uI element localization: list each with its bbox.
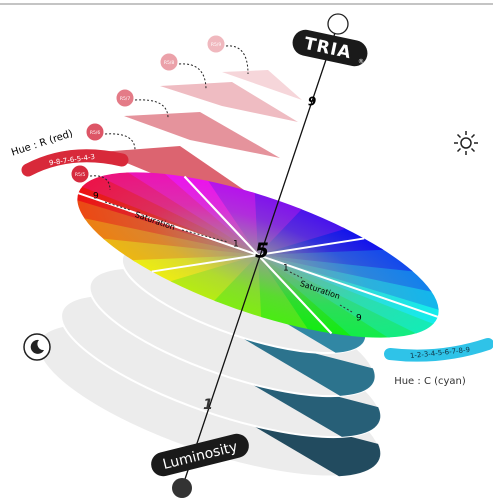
hue-cyan-band xyxy=(384,338,493,362)
swatch xyxy=(85,122,105,142)
brand-bg xyxy=(292,29,368,67)
swatch-label: R5/7 xyxy=(120,96,131,102)
brand-badge: TRIA ® xyxy=(292,29,368,67)
luminosity-bg xyxy=(151,433,249,477)
sun-icon xyxy=(454,131,478,155)
leader xyxy=(225,45,249,75)
axis-top: 9 xyxy=(308,95,316,109)
axis-bottom-dot xyxy=(172,478,192,498)
sat-right-start: 1 xyxy=(283,264,289,274)
wedge-gap xyxy=(183,175,333,335)
sun-rays xyxy=(454,131,478,155)
moon-shape xyxy=(30,339,44,354)
moon-icon xyxy=(23,333,51,361)
swatch-label: R5/6 xyxy=(90,130,101,136)
swatch xyxy=(70,164,90,184)
swatches: R5/9 R5/8 R5/7 R5/6 R5/5 xyxy=(70,34,249,191)
axis-top-dot xyxy=(327,13,349,35)
swatch-label: R5/8 xyxy=(164,60,175,66)
luminosity-axis xyxy=(181,23,339,489)
axis-center: 5 xyxy=(255,239,269,263)
main-layer xyxy=(77,172,439,338)
swatch-label: R5/9 xyxy=(211,42,222,48)
swatch xyxy=(206,34,226,54)
slice-8 xyxy=(160,82,298,122)
leader xyxy=(104,133,136,151)
sat-left-start: 9 xyxy=(93,192,99,202)
axis-bottom: 1 xyxy=(203,397,213,413)
leader xyxy=(178,63,207,91)
swatch xyxy=(159,52,179,72)
swatch-label: R5/5 xyxy=(75,172,86,178)
sat-right-end: 9 xyxy=(356,314,362,324)
hue-red-band xyxy=(21,149,129,177)
brand-mark: ® xyxy=(357,58,364,66)
ghost-wedge xyxy=(232,332,375,396)
slice-7 xyxy=(124,112,280,158)
sat-left-dash xyxy=(104,201,131,211)
slice-9 xyxy=(222,70,302,100)
hue-cyan-label: Hue : C (cyan) xyxy=(394,376,466,387)
leader xyxy=(134,99,169,119)
swatch xyxy=(115,88,135,108)
sun-core xyxy=(460,137,472,149)
sat-left-end: 1 xyxy=(233,240,239,250)
